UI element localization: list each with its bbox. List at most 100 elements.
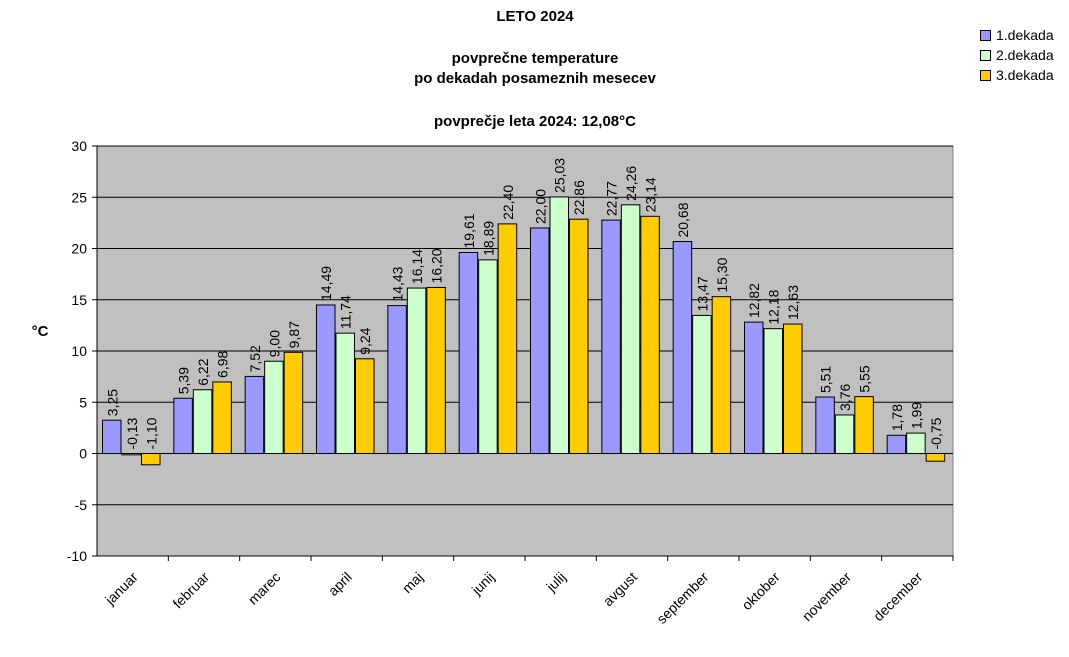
bar <box>640 215 660 454</box>
data-label: 6,98 <box>215 350 231 377</box>
data-label: 9,24 <box>357 327 373 354</box>
x-tick-label: avgust <box>600 569 641 610</box>
x-tick-label: september <box>653 569 711 627</box>
bar <box>173 397 193 455</box>
bar <box>601 219 621 454</box>
y-tick-label: 10 <box>71 343 87 359</box>
bar <box>711 296 732 454</box>
bar <box>925 453 946 462</box>
bar <box>854 396 874 454</box>
data-label: 1,78 <box>889 404 905 431</box>
bar <box>335 332 355 455</box>
bar <box>530 227 550 454</box>
data-label: 16,14 <box>409 249 425 284</box>
x-tick-label: januar <box>101 569 141 609</box>
x-tick-label: julij <box>542 569 568 595</box>
bar <box>387 305 407 454</box>
bar <box>906 432 926 455</box>
data-label: 22,86 <box>571 180 587 215</box>
legend-item-2: 2.dekada <box>980 45 1054 65</box>
data-label: 7,52 <box>247 345 263 372</box>
chart-subtitle-line2: po dekadah posameznih mesecev <box>414 70 656 87</box>
bar <box>426 286 446 455</box>
data-label: 5,51 <box>818 366 834 393</box>
data-label: 23,14 <box>643 177 659 212</box>
bar <box>192 389 213 454</box>
data-label: 14,43 <box>390 266 406 301</box>
data-label: 24,26 <box>623 166 639 201</box>
bar <box>815 396 835 454</box>
data-label: 11,74 <box>338 295 354 329</box>
data-label: 16,20 <box>429 248 445 283</box>
legend-label-2: 2.dekada <box>996 47 1054 63</box>
data-label: 14,49 <box>318 266 334 301</box>
data-label: 1,99 <box>908 402 924 429</box>
data-label: 15,30 <box>714 257 730 292</box>
x-tick-label: junij <box>468 569 498 599</box>
bar <box>458 251 479 454</box>
data-label: 12,18 <box>766 289 782 324</box>
data-label: -1,10 <box>143 417 159 449</box>
bar <box>569 218 589 454</box>
data-label: 9,00 <box>266 330 282 357</box>
x-tick-label: november <box>799 569 855 625</box>
bar <box>212 381 232 454</box>
x-tick-label: marec <box>245 569 284 608</box>
bar <box>283 351 304 454</box>
bar <box>834 414 855 454</box>
legend-item-3: 3.dekada <box>980 65 1054 85</box>
legend-swatch-3 <box>980 69 991 81</box>
bar <box>141 453 161 466</box>
bar <box>244 375 265 455</box>
chart-subtitle-line1: povprečne temperature <box>451 50 619 67</box>
bar <box>763 328 783 454</box>
legend-item-1: 1.dekada <box>980 25 1054 45</box>
bar <box>355 358 375 455</box>
chart-subtitle-line3: povprečje leta 2024: 12,08°C <box>434 113 636 130</box>
y-tick-label: -10 <box>67 548 87 564</box>
chart-title: LETO 2024 <box>496 8 574 25</box>
legend-label-1: 1.dekada <box>996 27 1054 43</box>
x-tick-label: maj <box>399 569 426 596</box>
bar <box>102 419 122 454</box>
x-tick-label: februar <box>169 569 212 612</box>
legend-swatch-1 <box>980 29 991 41</box>
data-label: 9,87 <box>286 321 302 348</box>
legend: 1.dekada 2.dekada 3.dekada <box>980 25 1054 85</box>
bar <box>886 434 907 455</box>
y-tick-label: 25 <box>71 189 87 205</box>
bar <box>692 314 712 454</box>
bar <box>264 360 284 454</box>
bar <box>672 241 693 454</box>
y-tick-label: 15 <box>71 292 87 308</box>
x-tick-label: december <box>870 569 926 625</box>
data-label: 12,82 <box>746 283 762 318</box>
data-label: 22,40 <box>500 185 516 220</box>
y-tick-label: 5 <box>79 394 87 410</box>
bar <box>478 259 498 454</box>
data-label: 22,77 <box>604 181 620 216</box>
y-tick-label: -5 <box>75 497 88 513</box>
data-label: 20,68 <box>675 202 691 237</box>
data-label: 25,03 <box>552 158 568 193</box>
bar <box>497 223 518 454</box>
data-label: 13,47 <box>694 276 710 311</box>
x-tick-label: oktober <box>738 569 783 614</box>
data-label: 22,00 <box>532 189 548 224</box>
bar <box>121 453 141 456</box>
bar <box>316 304 336 455</box>
data-label: 12,63 <box>785 285 801 320</box>
legend-label-3: 3.dekada <box>996 67 1054 83</box>
x-tick-label: april <box>325 569 355 599</box>
y-tick-label: 20 <box>71 241 87 257</box>
bar <box>744 321 764 454</box>
y-axis-label: °C <box>32 323 49 340</box>
data-label: 6,22 <box>195 358 211 385</box>
y-tick-label: 30 <box>71 138 87 154</box>
bar <box>406 287 427 454</box>
data-label: 3,76 <box>837 383 853 410</box>
data-label: 5,39 <box>176 367 192 394</box>
data-label: -0,75 <box>928 417 944 449</box>
bar <box>549 196 569 454</box>
